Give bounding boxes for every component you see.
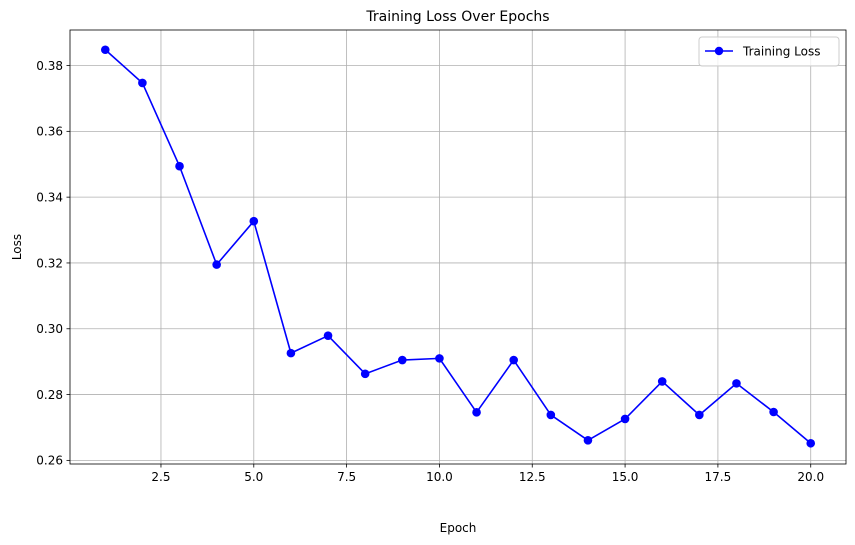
x-tick-label: 12.5 (519, 470, 546, 484)
data-point (138, 78, 147, 88)
x-tick-label: 5.0 (244, 470, 263, 484)
series-layer (100, 45, 816, 448)
data-point (620, 414, 630, 424)
x-tick-label: 17.5 (705, 470, 732, 484)
data-point (695, 410, 704, 420)
data-point (398, 355, 407, 365)
data-point (583, 436, 593, 445)
data-point (657, 377, 667, 386)
legend-label: Training Loss (742, 45, 820, 59)
data-point (435, 354, 444, 363)
data-point (286, 348, 296, 358)
data-point (806, 438, 816, 448)
data-point (769, 407, 778, 417)
y-tick-label: 0.34 (36, 190, 63, 204)
y-tick-label: 0.28 (36, 388, 63, 402)
y-tick-label: 0.32 (36, 256, 63, 270)
x-tick-label: 15.0 (612, 470, 639, 484)
y-axis-label: Loss (10, 234, 24, 260)
data-point (732, 379, 741, 388)
legend-marker (714, 46, 724, 56)
x-tick-label: 2.5 (151, 470, 170, 484)
y-tick-label: 0.38 (36, 59, 63, 73)
data-point (360, 369, 370, 379)
data-point (249, 216, 259, 226)
x-axis-label: Epoch (440, 521, 477, 535)
chart-title: Training Loss Over Epochs (365, 9, 549, 25)
y-tick-label: 0.26 (36, 454, 63, 468)
series-line-training-loss (104, 49, 812, 444)
data-point (546, 410, 556, 420)
legend: Training Loss (698, 36, 840, 67)
data-point (509, 355, 518, 365)
data-point (212, 260, 221, 269)
data-point (323, 331, 333, 340)
legend-box (698, 36, 840, 67)
data-point (472, 408, 481, 417)
y-tick-label: 0.30 (36, 322, 63, 336)
x-tick-label: 20.0 (797, 470, 824, 484)
x-tick-label: 7.5 (337, 470, 356, 484)
y-tick-label: 0.36 (36, 125, 63, 139)
data-point (100, 45, 110, 55)
x-tick-label: 10.0 (426, 470, 453, 484)
x-axis-ticks: 2.5 5.0 7.5 10.0 12.5 15.0 17.5 20.0 (151, 464, 824, 484)
y-axis-ticks: 0.26 0.28 0.30 0.32 0.34 0.36 0.38 (36, 59, 70, 468)
data-point (175, 161, 184, 171)
grid-lines (70, 30, 846, 464)
plot-frame (69, 29, 847, 465)
